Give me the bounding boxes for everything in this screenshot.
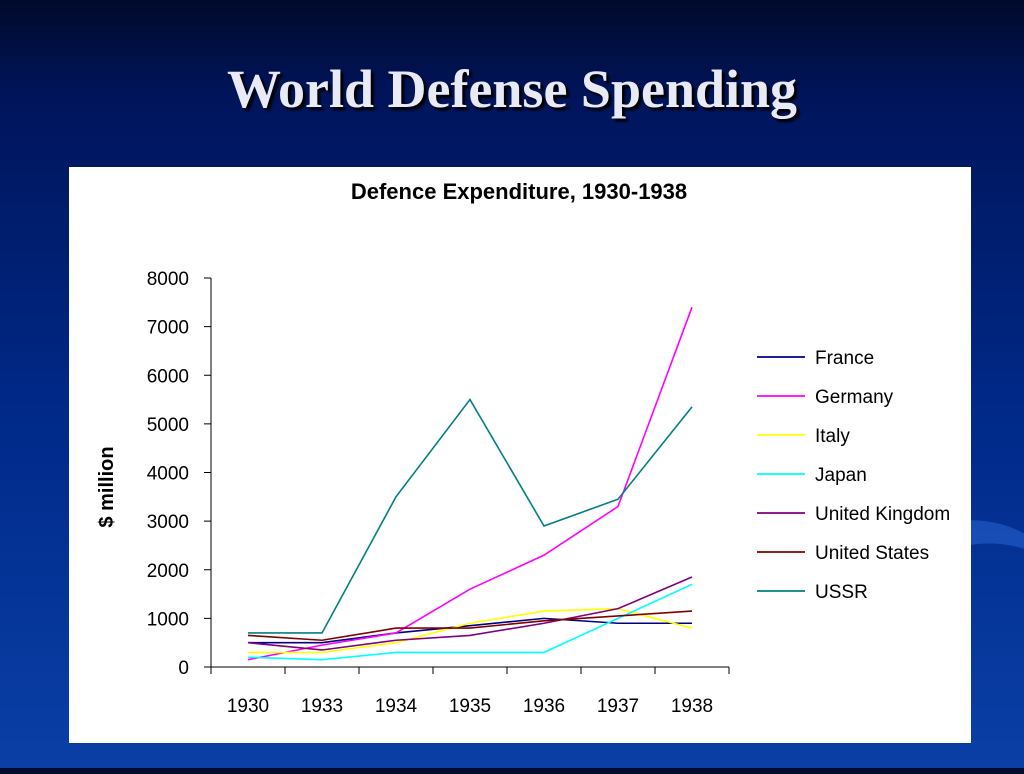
chart-title: Defence Expenditure, 1930-1938: [351, 179, 687, 204]
x-tick-label: 1938: [671, 696, 713, 717]
y-tick-label: 2000: [147, 561, 189, 582]
x-tick-label: 1937: [597, 696, 639, 717]
legend-label-ussr: USSR: [815, 582, 868, 603]
chart-panel: Defence Expenditure, 1930-1938 $ million…: [69, 167, 971, 743]
legend-label-germany: Germany: [815, 387, 894, 408]
y-tick-label: 6000: [147, 366, 189, 387]
chart-axes: 0 1000 2000 3000 4000 5000 6000 7000 8000 1930 193…: [147, 269, 730, 717]
y-tick-label: 4000: [147, 464, 189, 485]
series-line-germany: [247, 306, 693, 661]
series-line-japan: [247, 583, 693, 661]
x-tick-label: 1936: [523, 696, 565, 717]
legend-label-united-states: United States: [815, 543, 929, 564]
y-tick-label: 0: [178, 658, 189, 679]
y-tick-label: 7000: [147, 318, 189, 339]
chart-legend: France Germany Italy Japan United Kingdom Uni…: [757, 348, 950, 603]
x-tick-label: 1930: [227, 696, 269, 717]
defence-expenditure-chart: Defence Expenditure, 1930-1938 $ million…: [96, 179, 950, 717]
legend-label-italy: Italy: [815, 426, 850, 447]
chart-series: [247, 306, 693, 661]
x-tick-label: 1934: [375, 696, 418, 717]
y-tick-label: 3000: [147, 512, 189, 533]
y-tick-label: 1000: [147, 609, 189, 630]
legend-label-france: France: [815, 348, 874, 369]
series-line-united-kingdom: [247, 576, 693, 651]
legend-label-japan: Japan: [815, 465, 867, 486]
series-line-ussr: [248, 398, 693, 634]
slide-title: World Defense Spending: [226, 59, 798, 119]
series-line-france: [248, 617, 692, 644]
y-tick-label: 5000: [147, 415, 189, 436]
y-axis-label: $ million: [96, 446, 118, 527]
x-tick-label: 1935: [449, 696, 491, 717]
y-tick-label: 8000: [147, 269, 189, 290]
x-tick-label: 1933: [301, 696, 343, 717]
legend-label-united-kingdom: United Kingdom: [815, 504, 950, 525]
series-line-united-states: [247, 610, 693, 642]
